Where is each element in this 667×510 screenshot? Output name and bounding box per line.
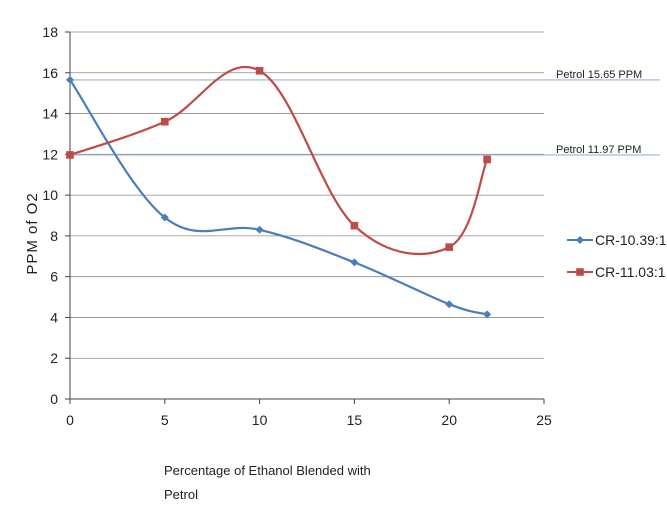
legend-label: CR-10.39:1 bbox=[595, 232, 667, 248]
y-tick-label: 16 bbox=[42, 65, 58, 81]
x-axis-title: Percentage of Ethanol Blended with Petro… bbox=[164, 463, 374, 502]
y-tick-label: 2 bbox=[50, 350, 58, 366]
y-tick-label: 8 bbox=[50, 228, 58, 244]
y-axis-title: PPM of O2 bbox=[24, 192, 41, 274]
data-point bbox=[255, 225, 264, 234]
series-group bbox=[66, 65, 492, 319]
x-axis-ticks: 0 5 10 15 20 25 bbox=[66, 399, 552, 428]
reference-lines: Petrol 15.65 PPM Petrol 11.97 PPM bbox=[70, 69, 660, 156]
data-point bbox=[445, 300, 454, 309]
plot-background bbox=[70, 32, 544, 399]
data-point bbox=[160, 213, 169, 222]
y-tick-label: 6 bbox=[50, 269, 58, 285]
x-tick-label: 15 bbox=[347, 412, 363, 428]
data-point bbox=[483, 155, 491, 164]
data-point bbox=[66, 75, 74, 84]
x-tick-label: 25 bbox=[536, 412, 552, 428]
x-tick-label: 20 bbox=[441, 412, 457, 428]
y-tick-label: 0 bbox=[50, 391, 58, 407]
reference-line-label: Petrol 11.97 PPM bbox=[556, 144, 641, 156]
x-tick-label: 5 bbox=[161, 412, 169, 428]
legend-item: CR-11.03:1 bbox=[567, 264, 666, 280]
legend-item: CR-10.39:1 bbox=[567, 232, 667, 248]
y-tick-label: 12 bbox=[42, 146, 58, 162]
plot-area: Petrol 15.65 PPM Petrol 11.97 PPM 0 5 10 15 2… bbox=[42, 24, 660, 428]
data-point bbox=[350, 258, 359, 267]
data-point bbox=[445, 243, 453, 251]
x-tick-label: 0 bbox=[66, 412, 74, 428]
gridlines bbox=[70, 31, 544, 359]
x-axis-title-line-2: Petrol bbox=[164, 487, 198, 502]
y-tick-label: 18 bbox=[42, 24, 58, 40]
series-1 bbox=[66, 75, 492, 319]
data-point bbox=[483, 310, 492, 319]
y-tick-label: 4 bbox=[50, 309, 58, 325]
legend-swatch-marker bbox=[576, 236, 584, 244]
y-tick-label: 10 bbox=[42, 187, 58, 203]
series-2 bbox=[66, 65, 491, 256]
data-point bbox=[255, 66, 264, 75]
y-tick-label: 14 bbox=[42, 106, 58, 122]
data-point bbox=[161, 117, 169, 126]
y-axis-ticks: 0 2 4 6 8 10 12 14 16 18 bbox=[42, 24, 70, 407]
legend-label: CR-11.03:1 bbox=[595, 264, 666, 280]
reference-line-label: Petrol 15.65 PPM bbox=[556, 69, 642, 81]
data-point bbox=[350, 221, 359, 230]
legend-swatch-marker bbox=[576, 268, 584, 276]
x-axis-title-line-1: Percentage of Ethanol Blended with bbox=[164, 463, 371, 478]
legend: CR-10.39:1 CR-11.03:1 bbox=[567, 232, 667, 280]
x-tick-label: 10 bbox=[252, 412, 268, 428]
data-point bbox=[66, 151, 74, 159]
